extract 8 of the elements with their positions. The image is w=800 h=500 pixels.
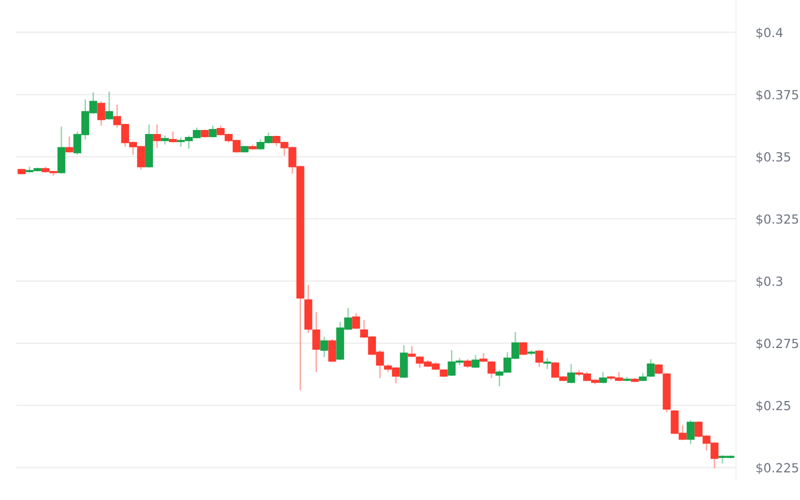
y-tick-label: $0.25: [756, 400, 790, 412]
y-tick-label: $0.3: [756, 276, 782, 288]
y-tick-label: $0.325: [756, 214, 798, 226]
y-tick-label: $0.375: [756, 90, 798, 102]
y-tick-label: $0.275: [756, 338, 798, 350]
y-tick-label: $0.225: [756, 462, 798, 474]
y-tick-label: $0.4: [756, 28, 783, 39]
y-tick-label: $0.35: [756, 152, 790, 164]
